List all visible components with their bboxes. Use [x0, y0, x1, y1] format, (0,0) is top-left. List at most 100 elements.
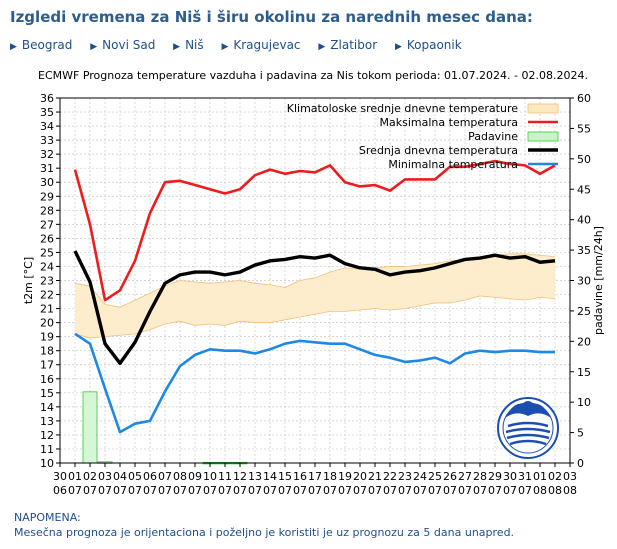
- x-tick-day-label: 21: [368, 470, 382, 483]
- x-tick-month-label: 07: [248, 484, 262, 497]
- mean-temperature-line: [73, 250, 556, 366]
- y-tick-label: 31: [40, 162, 54, 175]
- x-tick-day-label: 25: [428, 470, 442, 483]
- x-tick-day-label: 02: [548, 470, 562, 483]
- y-tick-label: 22: [40, 289, 54, 302]
- x-tick-day-label: 13: [248, 470, 262, 483]
- nav-link-beograd[interactable]: ▶ Beograd: [10, 38, 72, 52]
- triangle-right-icon: ▶: [10, 42, 17, 52]
- y-tick-label: 14: [40, 401, 54, 414]
- y2-tick-label: 60: [577, 92, 591, 105]
- nav-link-label: Kopaonik: [406, 38, 462, 52]
- y-axis-title: t2m [°C]: [22, 257, 35, 304]
- y2-tick-label: 20: [577, 335, 591, 348]
- x-tick-month-label: 07: [383, 484, 397, 497]
- x-tick-month-label: 07: [338, 484, 352, 497]
- y-tick-label: 28: [40, 204, 54, 217]
- x-tick-day-label: 16: [293, 470, 307, 483]
- note-section: NAPOMENA: Mesečna prognoza je orijentaci…: [14, 510, 514, 540]
- y-tick-label: 32: [40, 148, 54, 161]
- nav-link-zlatibor[interactable]: ▶ Zlatibor: [318, 38, 377, 52]
- x-tick-month-label: 07: [83, 484, 97, 497]
- page-title: Izgledi vremena za Niš i širu okolinu za…: [10, 8, 533, 26]
- five-day-forecast-link[interactable]: 5 dana: [423, 526, 462, 539]
- x-tick-day-label: 24: [413, 470, 427, 483]
- y2-tick-label: 0: [577, 457, 584, 470]
- triangle-right-icon: ▶: [221, 42, 229, 52]
- x-tick-day-label: 08: [173, 470, 187, 483]
- nav-link-kopaonik[interactable]: ▶ Kopaonik: [395, 38, 462, 52]
- x-tick-month-label: 07: [143, 484, 157, 497]
- y-tick-label: 20: [40, 317, 54, 330]
- y-tick-label: 23: [40, 275, 54, 288]
- x-tick-day-label: 31: [518, 470, 532, 483]
- nav-link-label: Beograd: [21, 38, 73, 52]
- x-tick-month-label: 07: [323, 484, 337, 497]
- note-text: Mesečna prognoza je orijentaciona i pože…: [14, 525, 514, 540]
- nav-link-label: Zlatibor: [330, 38, 378, 52]
- x-tick-month-label: 07: [503, 484, 517, 497]
- x-tick-month-label: 07: [188, 484, 202, 497]
- y-tick-label: 13: [40, 415, 54, 428]
- y-tick-label: 27: [40, 218, 54, 231]
- y-tick-label: 10: [40, 457, 54, 470]
- x-tick-month-label: 07: [128, 484, 142, 497]
- x-tick-day-label: 10: [203, 470, 217, 483]
- nav-link-kragujevac[interactable]: ▶ Kragujevac: [221, 38, 300, 52]
- x-tick-day-label: 04: [113, 470, 127, 483]
- note-text-b: unapred.: [464, 526, 515, 539]
- triangle-right-icon: ▶: [318, 42, 326, 52]
- temperature-lines-layer: [73, 159, 556, 434]
- x-tick-day-label: 26: [443, 470, 457, 483]
- legend-swatch-band: [527, 103, 559, 114]
- x-tick-month-label: 07: [368, 484, 382, 497]
- x-tick-month-label: 07: [413, 484, 427, 497]
- x-tick-day-label: 12: [233, 470, 247, 483]
- y2-tick-label: 45: [577, 183, 591, 196]
- x-tick-month-label: 07: [218, 484, 232, 497]
- x-tick-month-label: 07: [353, 484, 367, 497]
- y2-tick-label: 30: [577, 275, 591, 288]
- x-tick-day-label: 11: [218, 470, 232, 483]
- x-tick-day-label: 22: [383, 470, 397, 483]
- x-tick-day-label: 14: [263, 470, 277, 483]
- x-tick-day-label: 18: [323, 470, 337, 483]
- max-temperature-line: [73, 159, 556, 302]
- nav-link-label: Kragujevac: [233, 38, 301, 52]
- chart-legend: Klimatoloske srednje dnevne temperatureM…: [287, 102, 559, 171]
- y-tick-label: 24: [40, 260, 54, 273]
- x-tick-month-label: 08: [533, 484, 547, 497]
- x-tick-day-label: 30: [53, 470, 67, 483]
- x-tick-day-label: 06: [143, 470, 157, 483]
- x-tick-month-label: 07: [398, 484, 412, 497]
- triangle-right-icon: ▶: [90, 42, 98, 52]
- x-tick-month-label: 07: [233, 484, 247, 497]
- y2-tick-label: 10: [577, 396, 591, 409]
- note-text-a: Mesečna prognoza je orijentaciona i pože…: [14, 526, 420, 539]
- y-tick-label: 12: [40, 429, 54, 442]
- x-tick-day-label: 03: [563, 470, 577, 483]
- y2-tick-label: 5: [577, 427, 584, 440]
- x-tick-month-label: 07: [113, 484, 127, 497]
- x-tick-day-label: 27: [458, 470, 472, 483]
- y2-tick-label: 40: [577, 214, 591, 227]
- legend-label: Maksimalna temperatura: [380, 116, 518, 129]
- nav-link-novi-sad[interactable]: ▶ Novi Sad: [90, 38, 155, 52]
- y-tick-label: 19: [40, 331, 54, 344]
- legend-label: Minimalna temperatura: [388, 158, 518, 171]
- y-tick-label: 33: [40, 134, 54, 147]
- nav-link-nis[interactable]: ▶ Niš: [173, 38, 203, 52]
- x-tick-month-label: 07: [428, 484, 442, 497]
- legend-label: Klimatoloske srednje dnevne temperature: [287, 102, 518, 115]
- x-tick-month-label: 06: [53, 484, 67, 497]
- legend-label: Padavine: [468, 130, 518, 143]
- x-tick-month-label: 07: [98, 484, 112, 497]
- x-tick-day-label: 01: [68, 470, 82, 483]
- x-tick-month-label: 07: [203, 484, 217, 497]
- x-tick-month-label: 08: [548, 484, 562, 497]
- x-tick-month-label: 07: [278, 484, 292, 497]
- precipitation-bar: [82, 391, 98, 464]
- x-tick-day-label: 09: [188, 470, 202, 483]
- x-tick-day-label: 28: [473, 470, 487, 483]
- y-tick-label: 15: [40, 387, 54, 400]
